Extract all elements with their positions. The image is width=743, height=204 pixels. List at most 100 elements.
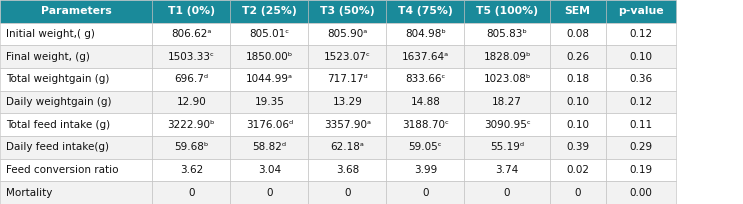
Bar <box>464 68 550 91</box>
Bar <box>550 159 606 181</box>
Bar <box>606 45 676 68</box>
Bar <box>0 68 152 91</box>
Bar <box>230 68 308 91</box>
Text: 0.29: 0.29 <box>629 142 652 152</box>
Bar <box>550 68 606 91</box>
Text: 0.10: 0.10 <box>566 120 589 130</box>
Text: 58.82ᵈ: 58.82ᵈ <box>253 142 286 152</box>
Bar <box>606 159 676 181</box>
Bar <box>308 159 386 181</box>
Bar <box>308 0 386 23</box>
Bar <box>0 136 152 159</box>
Text: 3176.06ᵈ: 3176.06ᵈ <box>246 120 293 130</box>
Text: 804.98ᵇ: 804.98ᵇ <box>405 29 446 39</box>
Bar <box>550 136 606 159</box>
Text: 13.29: 13.29 <box>332 97 363 107</box>
Bar <box>550 91 606 113</box>
Text: 59.05ᶜ: 59.05ᶜ <box>409 142 442 152</box>
Bar <box>386 136 464 159</box>
Text: 0.39: 0.39 <box>566 142 589 152</box>
Bar <box>550 23 606 45</box>
Bar <box>230 91 308 113</box>
Text: 3.74: 3.74 <box>496 165 519 175</box>
Bar <box>464 91 550 113</box>
Bar <box>386 159 464 181</box>
Text: 3357.90ᵃ: 3357.90ᵃ <box>324 120 371 130</box>
Text: 0.10: 0.10 <box>566 97 589 107</box>
Text: 0.10: 0.10 <box>629 52 652 62</box>
Bar <box>0 91 152 113</box>
Text: T5 (100%): T5 (100%) <box>476 6 538 16</box>
Text: 0: 0 <box>422 188 429 198</box>
Bar <box>230 45 308 68</box>
Bar <box>386 181 464 204</box>
Bar <box>0 113 152 136</box>
Bar <box>606 23 676 45</box>
Bar <box>152 0 230 23</box>
Bar <box>230 113 308 136</box>
Text: 1023.08ᵇ: 1023.08ᵇ <box>484 74 531 84</box>
Bar <box>308 91 386 113</box>
Text: 805.01ᶜ: 805.01ᶜ <box>249 29 290 39</box>
Text: Total weightgain (g): Total weightgain (g) <box>6 74 109 84</box>
Bar <box>464 159 550 181</box>
Bar <box>230 0 308 23</box>
Bar <box>0 45 152 68</box>
Text: 14.88: 14.88 <box>410 97 441 107</box>
Bar <box>386 91 464 113</box>
Bar <box>308 136 386 159</box>
Bar <box>308 113 386 136</box>
Text: 0.11: 0.11 <box>629 120 652 130</box>
Bar <box>152 136 230 159</box>
Bar <box>0 159 152 181</box>
Text: 0.26: 0.26 <box>566 52 589 62</box>
Bar <box>152 45 230 68</box>
Text: 0: 0 <box>504 188 510 198</box>
Bar <box>308 45 386 68</box>
Text: 12.90: 12.90 <box>176 97 207 107</box>
Text: 0: 0 <box>574 188 581 198</box>
Bar <box>386 0 464 23</box>
Text: 3222.90ᵇ: 3222.90ᵇ <box>168 120 215 130</box>
Bar <box>464 113 550 136</box>
Text: 0.12: 0.12 <box>629 97 652 107</box>
Text: Total feed intake (g): Total feed intake (g) <box>6 120 110 130</box>
Bar <box>464 45 550 68</box>
Text: 0.19: 0.19 <box>629 165 652 175</box>
Text: T4 (75%): T4 (75%) <box>398 6 452 16</box>
Bar <box>0 0 152 23</box>
Bar <box>152 68 230 91</box>
Text: 0.02: 0.02 <box>566 165 589 175</box>
Text: 18.27: 18.27 <box>492 97 522 107</box>
Bar <box>308 68 386 91</box>
Bar <box>308 181 386 204</box>
Bar <box>606 181 676 204</box>
Bar <box>606 68 676 91</box>
Bar <box>606 136 676 159</box>
Text: 833.66ᶜ: 833.66ᶜ <box>405 74 446 84</box>
Bar <box>230 136 308 159</box>
Text: 805.90ᵃ: 805.90ᵃ <box>327 29 368 39</box>
Text: Feed conversion ratio: Feed conversion ratio <box>6 165 118 175</box>
Bar <box>550 45 606 68</box>
Bar <box>386 68 464 91</box>
Text: 1828.09ᵇ: 1828.09ᵇ <box>484 52 531 62</box>
Text: 0.36: 0.36 <box>629 74 652 84</box>
Text: Daily weightgain (g): Daily weightgain (g) <box>6 97 111 107</box>
Bar <box>386 45 464 68</box>
Text: 0: 0 <box>344 188 351 198</box>
Text: T1 (0%): T1 (0%) <box>168 6 215 16</box>
Text: 0.18: 0.18 <box>566 74 589 84</box>
Text: 0.08: 0.08 <box>566 29 589 39</box>
Bar <box>550 113 606 136</box>
Text: 3.68: 3.68 <box>336 165 359 175</box>
Bar <box>152 91 230 113</box>
Text: Initial weight,( g): Initial weight,( g) <box>6 29 95 39</box>
Text: 0.00: 0.00 <box>629 188 652 198</box>
Text: 1523.07ᶜ: 1523.07ᶜ <box>324 52 371 62</box>
Text: 717.17ᵈ: 717.17ᵈ <box>327 74 368 84</box>
Bar <box>152 23 230 45</box>
Bar <box>606 113 676 136</box>
Bar <box>386 23 464 45</box>
Text: 1637.64ᵃ: 1637.64ᵃ <box>402 52 449 62</box>
